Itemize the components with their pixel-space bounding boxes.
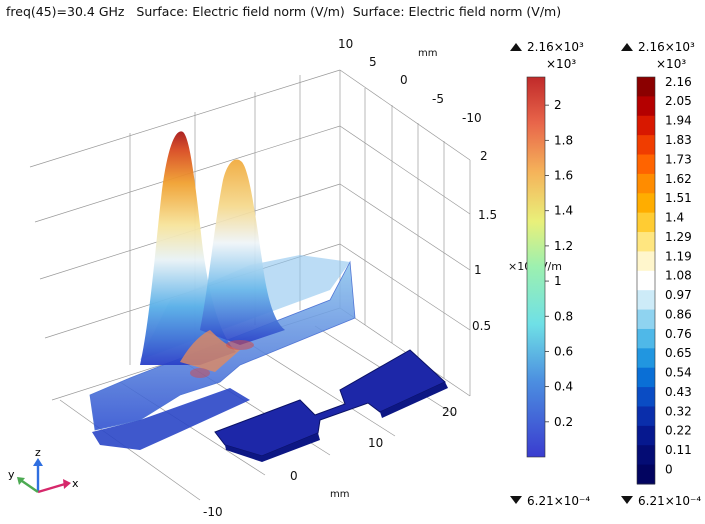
colorbar-right-tick: 2.16: [665, 75, 692, 89]
colorbar-right-swatch: [637, 290, 655, 311]
colorbar-right-tick: 0.76: [665, 327, 692, 341]
height-unit: V/m: [540, 260, 562, 273]
max-marker-icon: [510, 43, 522, 51]
colorbar-right-swatch: [637, 154, 655, 175]
colorbar-right-tick: 0.43: [665, 385, 692, 399]
colorbar-right-swatch: [637, 251, 655, 272]
colorbar-right: 2.16×10³ ×10³ 2.16 2.05 1.94 1.83 1.73 1.62 1.…: [621, 40, 701, 508]
colorbar-left-min: 6.21×10⁻⁴: [527, 494, 590, 508]
colorbar-right-swatch: [637, 406, 655, 427]
x-tick: 10: [368, 436, 383, 450]
colorbar-left-tick: 0.8: [554, 309, 573, 323]
colorbar-right-tick: 1.94: [665, 114, 692, 128]
colorbar-right-multiplier: ×10³: [656, 57, 686, 71]
height-tick: 2: [480, 149, 488, 163]
colorbar-right-tick: 1.19: [665, 249, 692, 263]
colorbar-right-tick: 1.83: [665, 133, 692, 147]
colorbar-right-swatch: [637, 193, 655, 214]
x-tick: -10: [203, 505, 223, 519]
colorbar-right-tick: 0.11: [665, 443, 692, 457]
colorbar-right-tick: 0.32: [665, 404, 692, 418]
colorbar-right-tick: 1.73: [665, 152, 692, 166]
colorbar-right-tick: 1.51: [665, 191, 692, 205]
colorbar-right-swatch: [637, 425, 655, 446]
colorbar-left-tick: 2: [554, 98, 562, 112]
min-marker-icon: [621, 496, 633, 504]
colorbar-right-tick: 0.65: [665, 346, 692, 360]
colorbar-right-swatch: [637, 464, 655, 485]
colorbar-right-tick: 0.22: [665, 424, 692, 438]
depth-tick: 5: [369, 55, 377, 69]
colorbar-left-tick: 0.2: [554, 415, 573, 429]
colorbar-right-tick: 1.29: [665, 230, 692, 244]
colorbar-right-tick: 0.97: [665, 288, 692, 302]
triad-x-label: x: [72, 477, 79, 490]
colorbar-right-swatch: [637, 96, 655, 117]
min-marker-icon: [510, 496, 522, 504]
colorbar-right-tick: 0.86: [665, 307, 692, 321]
colorbar-left-tick: 0.4: [554, 380, 573, 394]
colorbar-left-tick: 1.6: [554, 169, 573, 183]
colorbar-left: 2.16×10³ ×10³ 2 1.8 1.6 1.4 1.2 1 0.8 0.6 0.4 0.2…: [510, 40, 590, 508]
max-marker-icon: [621, 43, 633, 51]
colorbar-right-swatch: [637, 328, 655, 349]
depth-unit: mm: [418, 48, 437, 59]
colorbar-left-max: 2.16×10³: [527, 40, 584, 54]
colorbar-left-gradient: [526, 76, 546, 458]
colorbar-right-tick: 0.54: [665, 366, 692, 380]
height-tick: 1: [474, 263, 482, 277]
colorbar-right-min: 6.21×10⁻⁴: [638, 494, 701, 508]
colorbar-right-tick: 1.62: [665, 172, 692, 186]
triad-z-label: z: [35, 446, 41, 459]
colorbar-right-swatch: [637, 367, 655, 388]
colorbar-right-swatch: [637, 212, 655, 233]
colorbar-right-tick: 1.4: [665, 211, 684, 225]
colorbar-right-tick: 1.08: [665, 269, 692, 283]
colorbar-right-swatch: [637, 445, 655, 466]
colorbar-right-swatch: [637, 232, 655, 252]
x-unit: mm: [330, 489, 349, 500]
height-tick: 1.5: [478, 208, 497, 222]
colorbar-right-swatch: [637, 77, 655, 97]
colorbar-left-multiplier: ×10³: [546, 57, 576, 71]
x-tick: 20: [442, 405, 457, 419]
colorbar-left-tick: 1.4: [554, 204, 573, 218]
chart-title: freq(45)=30.4 GHz Surface: Electric fiel…: [6, 4, 562, 19]
colorbar-right-frame: [636, 76, 656, 485]
colorbar-right-swatch: [637, 115, 655, 136]
depth-tick: 0: [400, 73, 408, 87]
colorbar-left-tick: 1: [554, 274, 562, 288]
triad-y-label: y: [8, 468, 15, 481]
x-tick: 0: [290, 469, 298, 483]
peaks: [140, 131, 285, 378]
colorbar-left-tick: 1.2: [554, 239, 573, 253]
colorbar-right-swatch: [637, 173, 655, 194]
axis-tick-labels: 10 5 0 -5 -10 mm 2 1.5 1 0.5 ×10³ V/m 20…: [203, 37, 562, 519]
colorbar-right-tick: 2.05: [665, 94, 692, 108]
colorbar-left-tick: 1.8: [554, 133, 573, 147]
height-tick: 0.5: [472, 319, 491, 333]
colorbar-right-tick: 0: [665, 462, 673, 476]
colorbar-right-max: 2.16×10³: [638, 40, 695, 54]
colorbar-right-swatch: [637, 309, 655, 330]
colorbar-left-tick: 0.6: [554, 344, 573, 358]
colorbar-right-swatch: [637, 135, 655, 156]
axis-triad: z x y: [8, 446, 79, 494]
colorbar-right-swatch: [637, 270, 655, 291]
colorbar-right-swatch: [637, 348, 655, 369]
colorbar-right-swatch: [637, 387, 655, 407]
depth-tick: -10: [462, 111, 482, 125]
depth-tick: 10: [338, 37, 353, 51]
floor-structure: [214, 349, 448, 462]
depth-tick: -5: [432, 92, 444, 106]
